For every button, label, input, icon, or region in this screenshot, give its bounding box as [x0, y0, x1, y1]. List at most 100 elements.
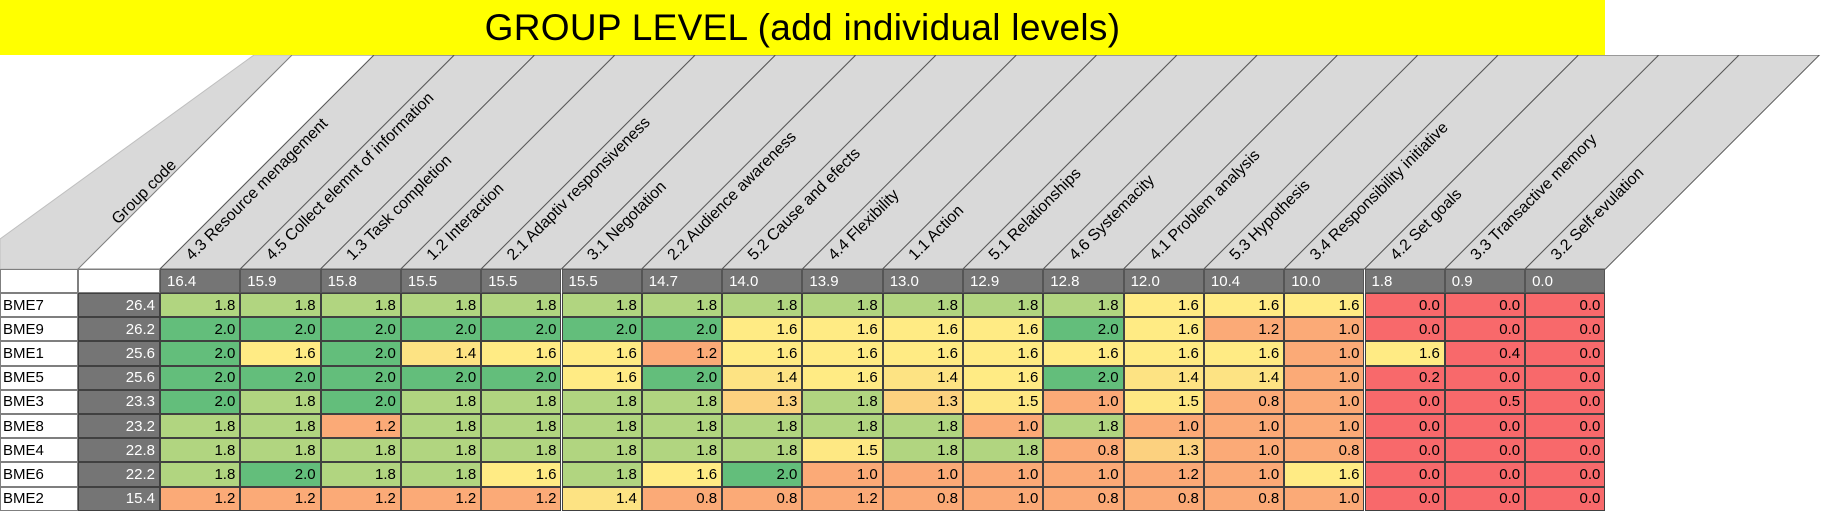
- score-cell: 1.0: [1284, 317, 1365, 342]
- score-cell: 1.6: [882, 317, 963, 342]
- score-cell: 1.0: [1043, 389, 1124, 414]
- score-cell: 0.8: [641, 486, 723, 511]
- score-cell: 0.8: [1123, 486, 1204, 511]
- group-total-cell: 26.2: [78, 317, 160, 342]
- avg-row-code-blank: [0, 269, 78, 293]
- score-cell: 1.0: [1284, 341, 1365, 366]
- score-cell: 1.0: [1284, 389, 1365, 414]
- score-cell: 1.8: [802, 293, 883, 318]
- score-cell: 1.8: [561, 462, 642, 487]
- score-cell: 2.0: [561, 317, 642, 342]
- score-cell: 0.0: [1525, 414, 1606, 439]
- score-cell: 1.8: [641, 414, 723, 439]
- title-banner: GROUP LEVEL (add individual levels): [0, 0, 1605, 55]
- score-cell: 0.0: [1444, 293, 1526, 318]
- score-cell: 2.0: [320, 317, 401, 342]
- score-cell: 1.6: [1043, 341, 1124, 366]
- score-cell: 1.6: [561, 341, 642, 366]
- score-cell: 1.2: [481, 486, 562, 511]
- group-code-cell: BME7: [0, 293, 78, 318]
- score-cell: 1.4: [1203, 365, 1285, 390]
- score-cell: 2.0: [1043, 317, 1124, 342]
- score-cell: 2.0: [320, 341, 401, 366]
- score-cell: 2.0: [400, 317, 482, 342]
- score-cell: 1.8: [561, 293, 642, 318]
- group-code-cell: BME3: [0, 389, 78, 414]
- score-cell: 0.0: [1364, 293, 1445, 318]
- group-code-cell: BME5: [0, 365, 78, 390]
- score-cell: 1.0: [882, 462, 963, 487]
- score-cell: 0.0: [1364, 389, 1445, 414]
- score-cell: 0.0: [1525, 462, 1606, 487]
- score-cell: 1.6: [882, 341, 963, 366]
- group-total-cell: 15.4: [78, 486, 160, 511]
- score-cell: 1.8: [240, 293, 321, 318]
- score-cell: 0.0: [1364, 414, 1445, 439]
- score-cell: 1.8: [561, 414, 642, 439]
- score-cell: 2.0: [320, 365, 401, 390]
- score-cell: 1.6: [722, 317, 803, 342]
- column-average: 14.7: [641, 269, 723, 293]
- score-cell: 0.0: [1364, 486, 1445, 511]
- score-cell: 1.8: [400, 389, 482, 414]
- score-cell: 1.8: [240, 389, 321, 414]
- score-cell: 2.0: [481, 365, 562, 390]
- score-cell: 1.2: [320, 414, 401, 439]
- score-cell: 1.6: [1364, 341, 1445, 366]
- score-cell: 1.2: [641, 341, 723, 366]
- score-cell: 1.8: [722, 293, 803, 318]
- score-cell: 1.8: [561, 389, 642, 414]
- score-cell: 1.8: [882, 438, 963, 463]
- score-cell: 1.6: [561, 365, 642, 390]
- score-cell: 1.0: [1043, 462, 1124, 487]
- score-cell: 1.8: [722, 414, 803, 439]
- avg-row-total-blank: [78, 269, 160, 293]
- group-total-cell: 23.3: [78, 389, 160, 414]
- score-cell: 2.0: [641, 365, 723, 390]
- score-cell: 0.0: [1444, 365, 1526, 390]
- column-average: 16.4: [160, 269, 241, 293]
- score-cell: 0.0: [1525, 486, 1606, 511]
- score-cell: 1.3: [882, 389, 963, 414]
- score-cell: 0.8: [1043, 486, 1124, 511]
- score-cell: 1.6: [1123, 341, 1204, 366]
- score-cell: 2.0: [160, 341, 241, 366]
- score-cell: 2.0: [240, 365, 321, 390]
- score-cell: 1.8: [1043, 414, 1124, 439]
- score-cell: 1.6: [963, 365, 1044, 390]
- score-cell: 0.0: [1444, 414, 1526, 439]
- score-cell: 0.8: [1284, 438, 1365, 463]
- score-cell: 1.8: [561, 438, 642, 463]
- score-cell: 1.6: [802, 317, 883, 342]
- score-cell: 1.8: [722, 438, 803, 463]
- group-code-cell: BME6: [0, 462, 78, 487]
- score-cell: 1.4: [561, 486, 642, 511]
- column-average: 13.0: [882, 269, 963, 293]
- score-cell: 1.8: [963, 293, 1044, 318]
- group-total-cell: 23.2: [78, 414, 160, 439]
- score-cell: 2.0: [400, 365, 482, 390]
- group-code-cell: BME9: [0, 317, 78, 342]
- score-cell: 0.0: [1525, 365, 1606, 390]
- score-cell: 1.8: [882, 414, 963, 439]
- group-total-cell: 22.2: [78, 462, 160, 487]
- group-code-cell: BME8: [0, 414, 78, 439]
- score-cell: 0.0: [1364, 317, 1445, 342]
- score-cell: 1.0: [1284, 486, 1365, 511]
- score-cell: 1.2: [160, 486, 241, 511]
- score-cell: 2.0: [240, 462, 321, 487]
- score-cell: 2.0: [320, 389, 401, 414]
- column-average: 14.0: [722, 269, 803, 293]
- score-cell: 1.0: [1284, 365, 1365, 390]
- score-cell: 0.0: [1525, 389, 1606, 414]
- score-cell: 0.0: [1364, 438, 1445, 463]
- score-cell: 1.6: [1284, 462, 1365, 487]
- group-total-cell: 22.8: [78, 438, 160, 463]
- score-cell: 0.0: [1525, 341, 1606, 366]
- score-cell: 1.6: [1284, 293, 1365, 318]
- score-cell: 1.8: [641, 438, 723, 463]
- score-cell: 1.6: [963, 317, 1044, 342]
- score-cell: 0.0: [1444, 486, 1526, 511]
- score-cell: 1.8: [963, 438, 1044, 463]
